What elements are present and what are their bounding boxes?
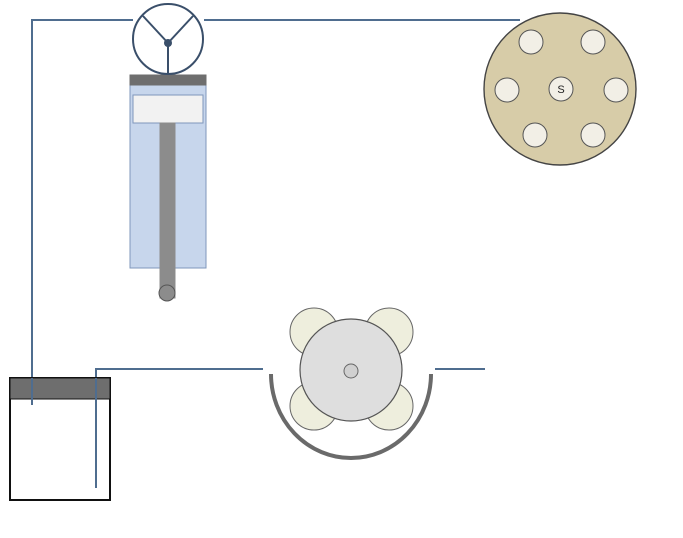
tube-cartridge-to-reservoir: [95, 368, 263, 488]
reservoir: [9, 377, 111, 501]
selector-port-center: [548, 76, 574, 102]
selector-port-left: [494, 77, 520, 103]
selector-center-label: S: [557, 84, 564, 96]
reservoir-cap: [9, 377, 111, 400]
handwheel-spoke-upper-left: [142, 15, 169, 44]
selector-port-bottom-left: [522, 122, 548, 148]
cartridge-holder-arc: [269, 373, 433, 460]
selector-port-right: [603, 77, 629, 103]
syringe-pump: [129, 74, 207, 302]
pump-rod-end: [158, 284, 176, 302]
pump-plunger-rod: [159, 122, 176, 299]
selector-port-top-left: [518, 29, 544, 55]
tube-reservoir-to-pump: [31, 19, 133, 405]
handwheel-hub: [164, 39, 172, 47]
selector-valve: S: [483, 12, 637, 166]
cartridge-center-hole: [343, 363, 359, 379]
handwheel-spoke-upper-right: [167, 15, 194, 44]
pump-handwheel: [132, 3, 204, 75]
pump-piston-head: [132, 94, 204, 124]
pump-top-cap: [129, 74, 207, 86]
tubing: [31, 19, 520, 488]
selector-port-top-right: [580, 29, 606, 55]
selector-port-bottom-right: [580, 122, 606, 148]
rotor-cartridge: [269, 307, 433, 460]
